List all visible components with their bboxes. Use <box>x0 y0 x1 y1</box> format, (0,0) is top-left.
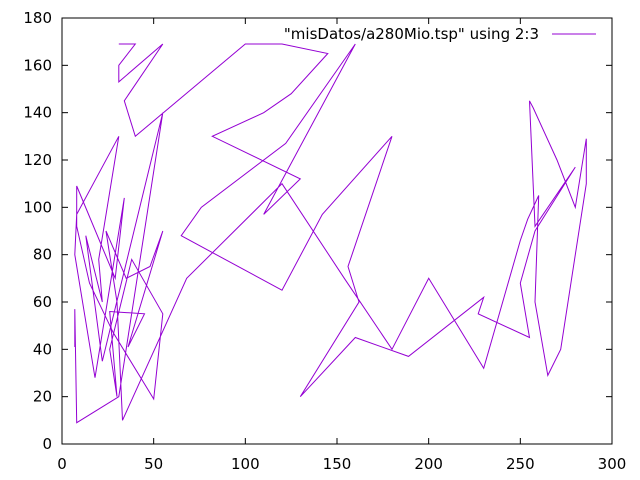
x-tick-label-50: 50 <box>144 455 163 473</box>
y-tick-label-180: 180 <box>23 9 52 27</box>
y-tick-label-80: 80 <box>33 246 52 264</box>
y-tick-label-0: 0 <box>42 435 52 453</box>
x-tick-label-150: 150 <box>323 455 352 473</box>
y-tick-label-20: 20 <box>33 388 52 406</box>
x-tick-label-250: 250 <box>506 455 535 473</box>
y-tick-label-160: 160 <box>23 56 52 74</box>
x-tick-label-0: 0 <box>57 455 67 473</box>
x-tick-label-300: 300 <box>598 455 627 473</box>
y-tick-label-140: 140 <box>23 104 52 122</box>
x-tick-label-200: 200 <box>414 455 443 473</box>
plot-area <box>74 43 587 424</box>
legend: "misDatos/a280Mio.tsp" using 2:3 <box>284 25 596 43</box>
y-tick-label-100: 100 <box>23 198 52 216</box>
y-tick-label-60: 60 <box>33 293 52 311</box>
legend-entry-label: "misDatos/a280Mio.tsp" using 2:3 <box>284 25 539 43</box>
series-line-0 <box>74 43 587 424</box>
y-tick-label-40: 40 <box>33 340 52 358</box>
axes: 0 50 100 150 200 250 300 0 20 40 60 80 100 120 140 160 1… <box>23 9 626 473</box>
y-tick-label-120: 120 <box>23 151 52 169</box>
x-tick-label-100: 100 <box>231 455 260 473</box>
